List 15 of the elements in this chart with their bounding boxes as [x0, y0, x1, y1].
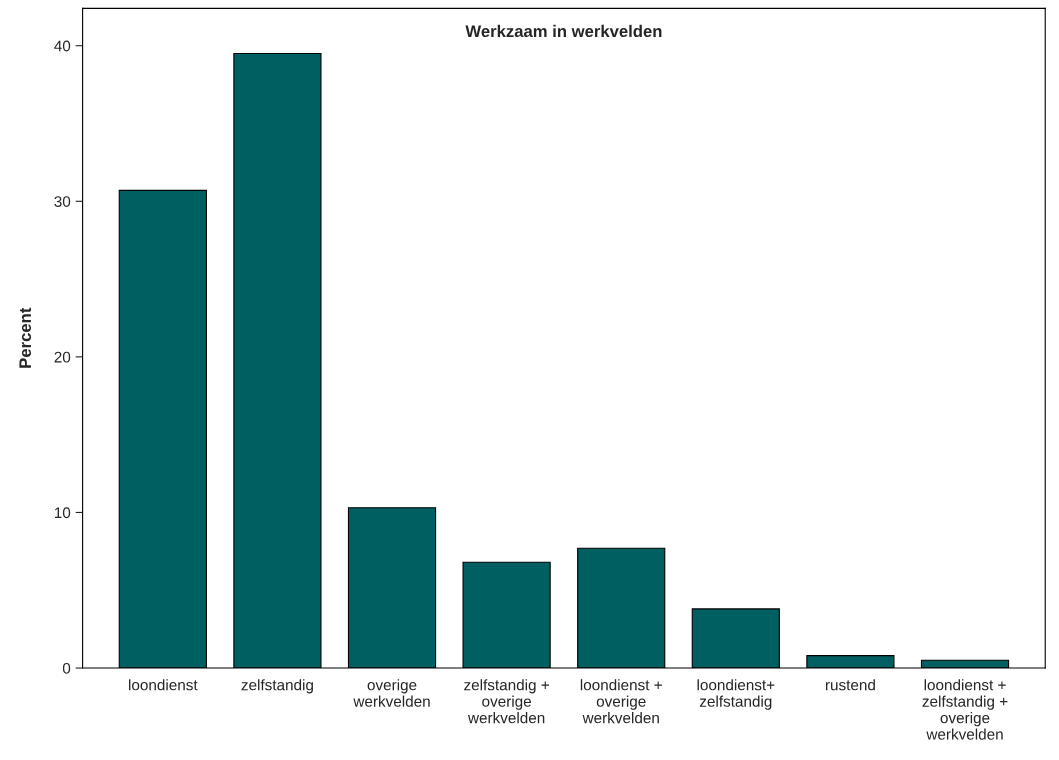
y-tick-label: 30: [54, 196, 71, 207]
x-tick-label: zelfstandig + overige werkvelden: [464, 679, 549, 724]
x-tick-label: loondienst+ zelfstandig: [697, 679, 775, 710]
x-tick-label: loondienst: [129, 679, 198, 691]
x-tick-label: loondienst + overige werkvelden: [580, 679, 662, 724]
x-tick-label: loondienst + zelfstandig + overige werkvelden: [922, 679, 1008, 740]
y-tick-label: 0: [62, 662, 71, 674]
y-tick-label: 40: [54, 40, 71, 52]
x-tick-label: overige werkvelden: [353, 679, 430, 707]
x-tick-label: zelfstandig: [241, 679, 313, 694]
y-tick-label: 10: [54, 507, 71, 519]
y-axis-title: Percent: [19, 307, 32, 368]
x-tick-label: rustend: [825, 679, 875, 691]
text: Werkzaam in werkvelden: [465, 24, 662, 38]
y-tick-label: 20: [54, 351, 71, 363]
